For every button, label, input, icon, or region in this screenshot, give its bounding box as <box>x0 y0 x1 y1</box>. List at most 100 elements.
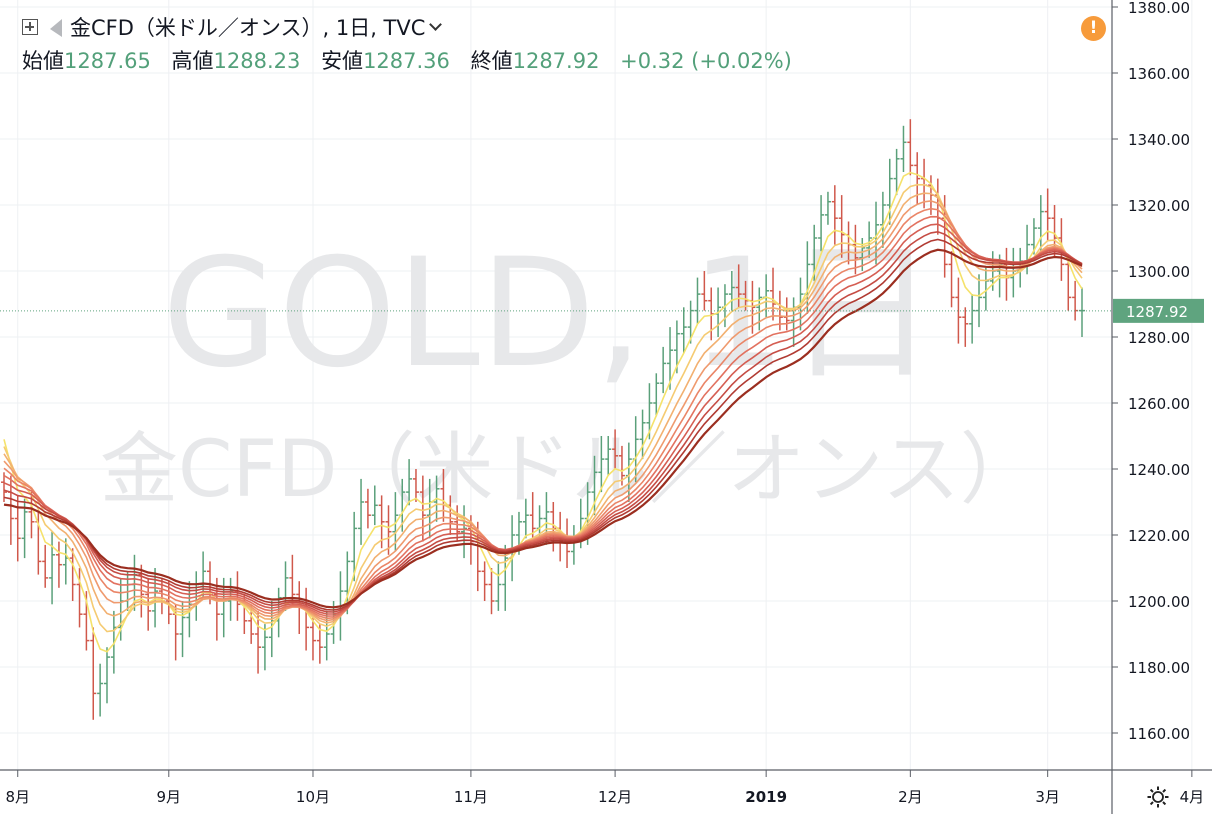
ohlc-bar <box>570 525 577 565</box>
ohlc-bar <box>735 264 742 308</box>
y-tick-label: 1320.00 <box>1128 197 1190 215</box>
watermark-line2: 金CFD（米ドル／オンス） <box>100 425 1038 515</box>
ohlc-values: 始値1287.65 高値1288.23 安値1287.36 終値1287.92 … <box>22 45 792 75</box>
ohlc-bar <box>522 498 529 539</box>
ohlc-bar <box>28 492 35 539</box>
x-tick-label: 2月 <box>898 788 923 806</box>
ohlc-bar <box>831 185 838 245</box>
ohlc-bar <box>69 548 76 601</box>
ohlc-bar <box>351 511 358 582</box>
ohlc-bar <box>454 505 461 542</box>
symbol-row[interactable]: 金CFD（米ドル／オンス）, 1日, TVC <box>22 12 443 42</box>
ohlc-bar <box>1030 218 1037 255</box>
x-tick-label: 12月 <box>598 788 632 806</box>
change-value: +0.32 (+0.02%) <box>620 49 792 73</box>
ohlc-bar <box>358 478 365 545</box>
high-value: 1288.23 <box>213 49 301 73</box>
x-tick-label: 11月 <box>454 788 488 806</box>
ohlc-bar <box>488 568 495 615</box>
ohlc-bar <box>667 327 674 390</box>
x-tick-label: 3月 <box>1035 788 1060 806</box>
ohlc-bar <box>824 191 831 225</box>
ohlc-bar <box>976 274 983 328</box>
ohlc-bar <box>172 604 179 661</box>
symbol-watermark: GOLD, 1日 金CFD（米ドル／オンス） <box>100 227 1038 515</box>
ohlc-bar <box>660 346 667 394</box>
ohlc-bar <box>866 221 873 258</box>
ohlc-bar <box>756 287 763 331</box>
ohlc-bar <box>818 195 825 252</box>
low-label: 安値 <box>321 49 364 73</box>
ma-line <box>3 215 1083 617</box>
ohlc-bar <box>303 587 310 651</box>
ohlc-bar <box>364 488 371 529</box>
ohlc-bar <box>158 577 165 615</box>
x-tick-label: 10月 <box>296 788 330 806</box>
ohlc-bar <box>97 663 104 717</box>
open-value: 1287.65 <box>64 49 151 73</box>
y-tick-label: 1180.00 <box>1128 659 1190 677</box>
close-label: 終値 <box>470 49 513 73</box>
chevron-down-icon[interactable] <box>429 17 443 31</box>
ohlc-bar <box>1037 195 1044 255</box>
y-tick-label: 1340.00 <box>1128 131 1190 149</box>
ohlc-bar <box>55 541 62 588</box>
ohlc-bar <box>268 601 275 658</box>
ohlc-bar <box>612 429 619 469</box>
ohlc-bar <box>495 561 502 611</box>
ohlc-bar <box>962 307 969 347</box>
low-value: 1287.36 <box>363 49 450 73</box>
ohlc-bar <box>213 577 220 641</box>
ohlc-bar <box>900 125 907 172</box>
ma-line <box>3 183 1083 633</box>
ohlc-bar <box>1065 254 1072 311</box>
ohlc-bar <box>591 455 598 516</box>
last-price-label: 1287.92 <box>1126 303 1188 321</box>
ohlc-bar <box>1079 287 1085 337</box>
y-tick-label: 1260.00 <box>1128 395 1190 413</box>
ohlc-bar <box>261 624 268 671</box>
ohlc-bar <box>406 459 413 506</box>
open-label: 始値 <box>22 49 64 73</box>
ohlc-bar <box>371 485 378 526</box>
ohlc-bar <box>948 251 955 308</box>
ohlc-bar <box>728 271 735 311</box>
ma-line <box>3 192 1083 624</box>
alert-icon[interactable]: ! <box>1081 16 1106 41</box>
ohlc-bar <box>838 195 845 258</box>
ohlc-bar <box>1003 247 1010 301</box>
close-value: 1287.92 <box>512 49 600 73</box>
ohlc-bar <box>90 627 97 720</box>
flag-icon[interactable] <box>50 19 62 37</box>
gear-icon[interactable] <box>1146 785 1170 809</box>
ohlc-bar <box>969 294 976 344</box>
ohlc-bar <box>461 505 468 559</box>
ohlc-bar <box>14 495 21 562</box>
ma-ribbon <box>3 171 1083 653</box>
ohlc-bar <box>886 158 893 225</box>
ohlc-bar <box>289 554 296 605</box>
ohlc-bar <box>605 436 612 476</box>
ohlc-bar <box>639 409 646 460</box>
ma-line <box>3 230 1083 613</box>
symbol-title[interactable]: 金CFD（米ドル／オンス）, 1日, TVC <box>70 16 426 40</box>
y-tick-label: 1300.00 <box>1128 263 1190 281</box>
chart-grid <box>0 0 1193 770</box>
ohlc-bar <box>1044 188 1051 242</box>
y-tick-label: 1240.00 <box>1128 461 1190 479</box>
y-tick-label: 1200.00 <box>1128 593 1190 611</box>
ohlc-bar <box>323 610 330 661</box>
ohlc-bar <box>907 119 914 176</box>
y-tick-label: 1280.00 <box>1128 329 1190 347</box>
ohlc-bar <box>680 307 687 354</box>
y-tick-label: 1160.00 <box>1128 725 1190 743</box>
ohlc-bar <box>1072 280 1079 321</box>
y-tick-label: 1380.00 <box>1128 0 1190 17</box>
ma-line <box>3 207 1083 620</box>
ma-line <box>3 171 1083 653</box>
x-tick-label: 4月 <box>1180 788 1205 806</box>
ohlc-bar <box>309 617 316 661</box>
expand-icon[interactable] <box>22 19 38 35</box>
